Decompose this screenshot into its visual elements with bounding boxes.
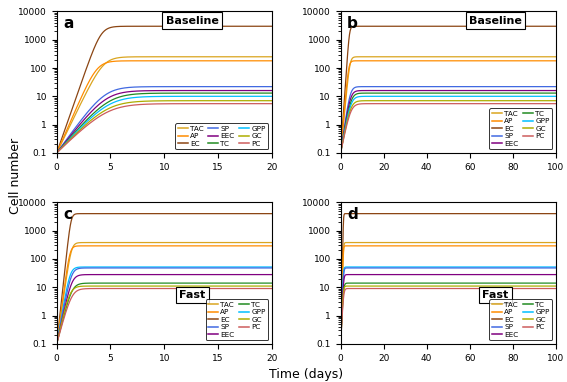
Text: Fast: Fast bbox=[179, 290, 205, 300]
Text: a: a bbox=[63, 16, 74, 31]
Text: Baseline: Baseline bbox=[166, 16, 219, 26]
Legend: TAC, AP, EC, SP, EEC, TC, GPP, GC, PC: TAC, AP, EC, SP, EEC, TC, GPP, GC, PC bbox=[489, 108, 552, 149]
Text: Baseline: Baseline bbox=[469, 16, 522, 26]
Text: d: d bbox=[347, 207, 358, 222]
Legend: TAC, AP, EC, SP, EEC, TC, GPP, GC, PC: TAC, AP, EC, SP, EEC, TC, GPP, GC, PC bbox=[175, 123, 268, 149]
Text: Time (days): Time (days) bbox=[269, 368, 343, 381]
Legend: TAC, AP, EC, SP, EEC, TC, GPP, GC, PC: TAC, AP, EC, SP, EEC, TC, GPP, GC, PC bbox=[206, 299, 268, 340]
Text: Fast: Fast bbox=[483, 290, 509, 300]
Text: b: b bbox=[347, 16, 358, 31]
Legend: TAC, AP, EC, SP, EEC, TC, GPP, GC, PC: TAC, AP, EC, SP, EEC, TC, GPP, GC, PC bbox=[489, 299, 552, 340]
Text: c: c bbox=[63, 207, 72, 222]
Text: Cell number: Cell number bbox=[9, 138, 22, 214]
